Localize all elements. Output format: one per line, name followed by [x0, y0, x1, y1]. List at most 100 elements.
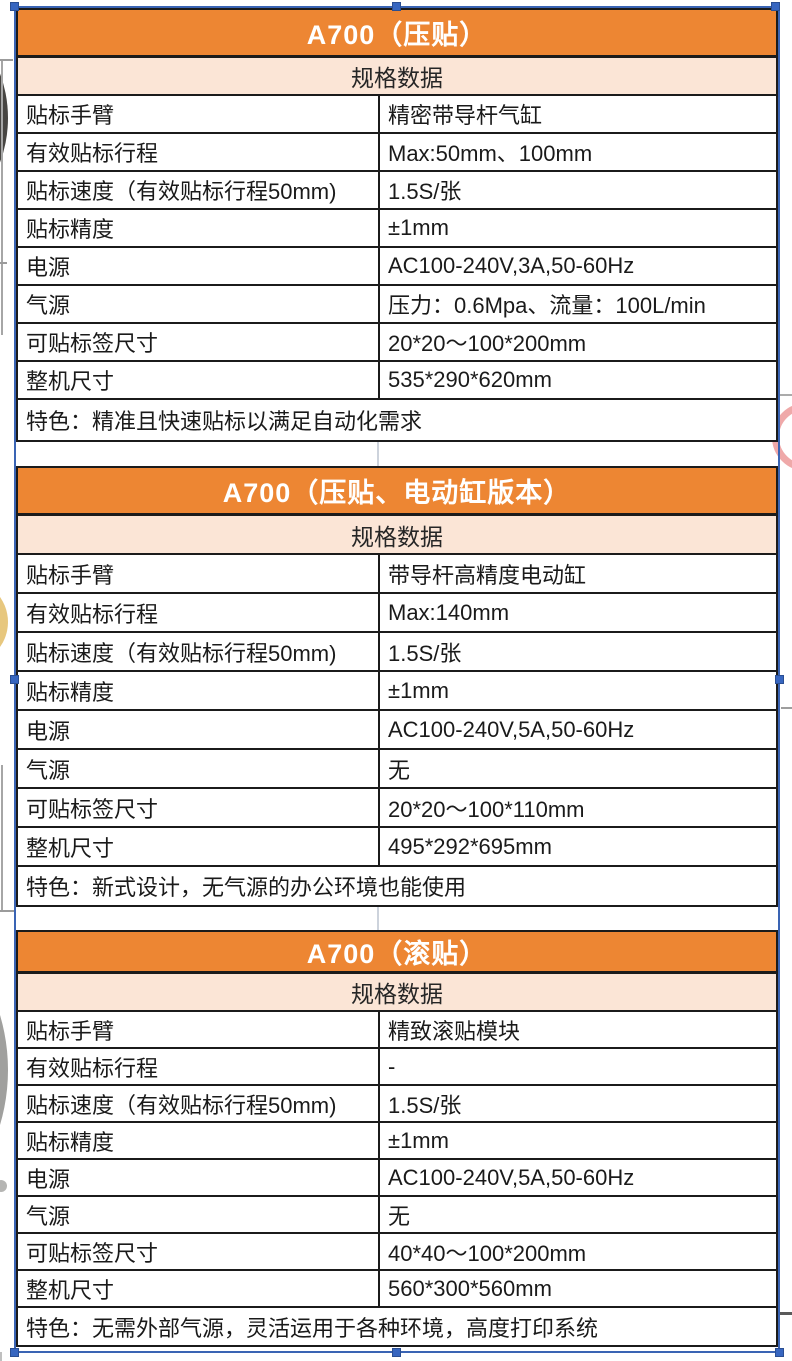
selection-handle-bottom-left[interactable] — [10, 1348, 19, 1357]
page-fragment-line — [781, 707, 792, 709]
spec-value: ±1mm — [388, 677, 449, 703]
spec-row: 贴标精度 ±1mm — [18, 1123, 776, 1160]
selection-handle-top-left[interactable] — [10, 2, 19, 11]
feature-row: 特色：精准且快速贴标以满足自动化需求 — [26, 409, 423, 434]
table-title: A700（滚贴） — [18, 932, 776, 974]
table-title: A700（压贴、电动缸版本） — [18, 468, 776, 516]
spec-label: 气源 — [18, 286, 380, 322]
selection-handle-top-middle[interactable] — [392, 2, 401, 11]
selection-handle-top-right[interactable] — [771, 2, 780, 11]
spec-row: 贴标速度（有效贴标行程50mm) 1.5S/张 — [18, 172, 776, 210]
gap-column-divider — [377, 442, 379, 466]
spec-value: 无 — [388, 757, 411, 783]
selection-handle-bottom-middle[interactable] — [392, 1348, 401, 1357]
spec-row: 整机尺寸 535*290*620mm — [18, 362, 776, 400]
spec-label: 整机尺寸 — [18, 1271, 380, 1306]
feature-row: 特色：无需外部气源，灵活运用于各种环境，高度打印系统 — [26, 1315, 599, 1341]
spec-value: 带导杆高精度电动缸 — [388, 562, 587, 588]
spec-value: AC100-240V,5A,50-60Hz — [388, 1164, 635, 1190]
spec-label: 有效贴标行程 — [18, 134, 380, 170]
spec-rows: 贴标手臂 精密带导杆气缸 有效贴标行程 Max:50mm、100mm 贴标速度（有效贴标… — [18, 96, 776, 400]
spec-label: 电源 — [18, 248, 380, 284]
spec-value: Max:50mm、100mm — [388, 141, 593, 166]
spec-row: 电源 AC100-240V,3A,50-60Hz — [18, 248, 776, 286]
selection-handle-bottom-right[interactable] — [775, 1348, 784, 1357]
spec-label: 气源 — [18, 1197, 380, 1232]
table-subtitle: 规格数据 — [18, 974, 776, 1012]
spec-row: 整机尺寸 495*292*695mm — [18, 828, 776, 867]
spec-label: 电源 — [18, 1160, 380, 1195]
spec-label: 贴标精度 — [18, 672, 380, 709]
spec-row: 有效贴标行程 Max:140mm — [18, 594, 776, 633]
spec-value: 40*40～100*200mm — [388, 1240, 587, 1266]
page-fragment-dark-circle — [0, 0, 8, 246]
spec-value: 无 — [388, 1203, 411, 1229]
spec-value: AC100-240V,5A,50-60Hz — [388, 716, 635, 742]
spec-label: 有效贴标行程 — [18, 1049, 380, 1084]
page-fragment-line — [779, 394, 792, 396]
spec-label: 整机尺寸 — [18, 828, 380, 865]
spec-row: 气源 压力：0.6Mpa、流量：100L/min — [18, 286, 776, 324]
spec-value: 560*300*560mm — [388, 1275, 552, 1301]
spec-row: 气源无 — [18, 750, 776, 789]
page-fragment-line — [0, 910, 14, 912]
spec-value: Max:140mm — [388, 599, 510, 625]
page-fragment-line — [0, 59, 13, 61]
selection-handle-middle-right[interactable] — [775, 675, 784, 684]
spec-value: 精致滚贴模块 — [388, 1018, 521, 1044]
spec-value: 20*20～100*200mm — [388, 331, 587, 356]
spec-table-a700-press[interactable]: A700（压贴） 规格数据 贴标手臂 精密带导杆气缸 有效贴标行程 Max:50mm、… — [16, 8, 778, 442]
spec-row: 气源无 — [18, 1197, 776, 1234]
page-fragment-line — [1, 59, 3, 335]
spec-table-a700-press-electric[interactable]: A700（压贴、电动缸版本） 规格数据 贴标手臂 带导杆高精度电动缸 有效贴标行程 M… — [16, 466, 778, 907]
spec-row: 贴标精度 ±1mm — [18, 210, 776, 248]
spec-label: 贴标精度 — [18, 210, 380, 246]
table-subtitle: 规格数据 — [18, 58, 776, 96]
page-fragment-yellow-circle — [0, 579, 8, 665]
spec-value: ±1mm — [388, 215, 449, 240]
spec-row: 电源 AC100-240V,5A,50-60Hz — [18, 1160, 776, 1197]
spec-value: 1.5S/张 — [388, 1092, 462, 1118]
table-title: A700（压贴） — [18, 10, 776, 58]
spec-label: 贴标速度（有效贴标行程50mm) — [18, 172, 380, 208]
spec-value: 压力：0.6Mpa、流量：100L/min — [388, 293, 706, 318]
spec-value: - — [388, 1053, 396, 1079]
selection-handle-middle-left[interactable] — [10, 675, 19, 684]
page-fragment-line — [779, 1312, 792, 1315]
spec-value: 20*20～100*110mm — [388, 796, 585, 822]
page-fragment-line — [0, 262, 7, 264]
spec-value: ±1mm — [388, 1127, 449, 1153]
spec-label: 贴标速度（有效贴标行程50mm) — [18, 633, 380, 670]
spec-label: 气源 — [18, 750, 380, 787]
spec-label: 贴标精度 — [18, 1123, 380, 1158]
spec-table-a700-roll[interactable]: A700（滚贴） 规格数据 贴标手臂 精致滚贴模块 有效贴标行程 - 贴标速度（有效贴标… — [16, 930, 778, 1347]
spec-row: 可贴标签尺寸 40*40～100*200mm — [18, 1234, 776, 1271]
spec-row: 贴标速度（有效贴标行程50mm) 1.5S/张 — [18, 633, 776, 672]
spec-value: AC100-240V,3A,50-60Hz — [388, 253, 635, 278]
feature-row: 特色：新式设计，无气源的办公环境也能使用 — [26, 875, 467, 900]
spec-row: 电源 AC100-240V,5A,50-60Hz — [18, 711, 776, 750]
page-fragment-line — [0, 1352, 2, 1361]
spec-row: 贴标精度 ±1mm — [18, 672, 776, 711]
spec-row: 贴标速度（有效贴标行程50mm) 1.5S/张 — [18, 1086, 776, 1123]
spec-label: 有效贴标行程 — [18, 594, 380, 631]
page-fragment-line — [1, 765, 3, 912]
spec-label: 贴标手臂 — [18, 555, 380, 592]
gap-column-divider — [377, 907, 379, 930]
table-subtitle: 规格数据 — [18, 516, 776, 555]
spec-label: 可贴标签尺寸 — [18, 324, 380, 360]
spec-row: 整机尺寸 560*300*560mm — [18, 1271, 776, 1308]
spec-label: 整机尺寸 — [18, 362, 380, 398]
spec-value: 495*292*695mm — [388, 833, 552, 859]
spec-row: 贴标手臂 精致滚贴模块 — [18, 1012, 776, 1049]
spec-label: 贴标手臂 — [18, 1012, 380, 1047]
spec-row: 有效贴标行程 Max:50mm、100mm — [18, 134, 776, 172]
spec-label: 电源 — [18, 711, 380, 748]
page-fragment-gray-dot — [0, 1180, 7, 1192]
spec-row: 贴标手臂 精密带导杆气缸 — [18, 96, 776, 134]
spec-row: 可贴标签尺寸 20*20～100*110mm — [18, 789, 776, 828]
spec-label: 可贴标签尺寸 — [18, 1234, 380, 1269]
spec-label: 贴标手臂 — [18, 96, 380, 132]
spec-row: 可贴标签尺寸 20*20～100*200mm — [18, 324, 776, 362]
page-fragment-gray-circle — [0, 877, 8, 1263]
